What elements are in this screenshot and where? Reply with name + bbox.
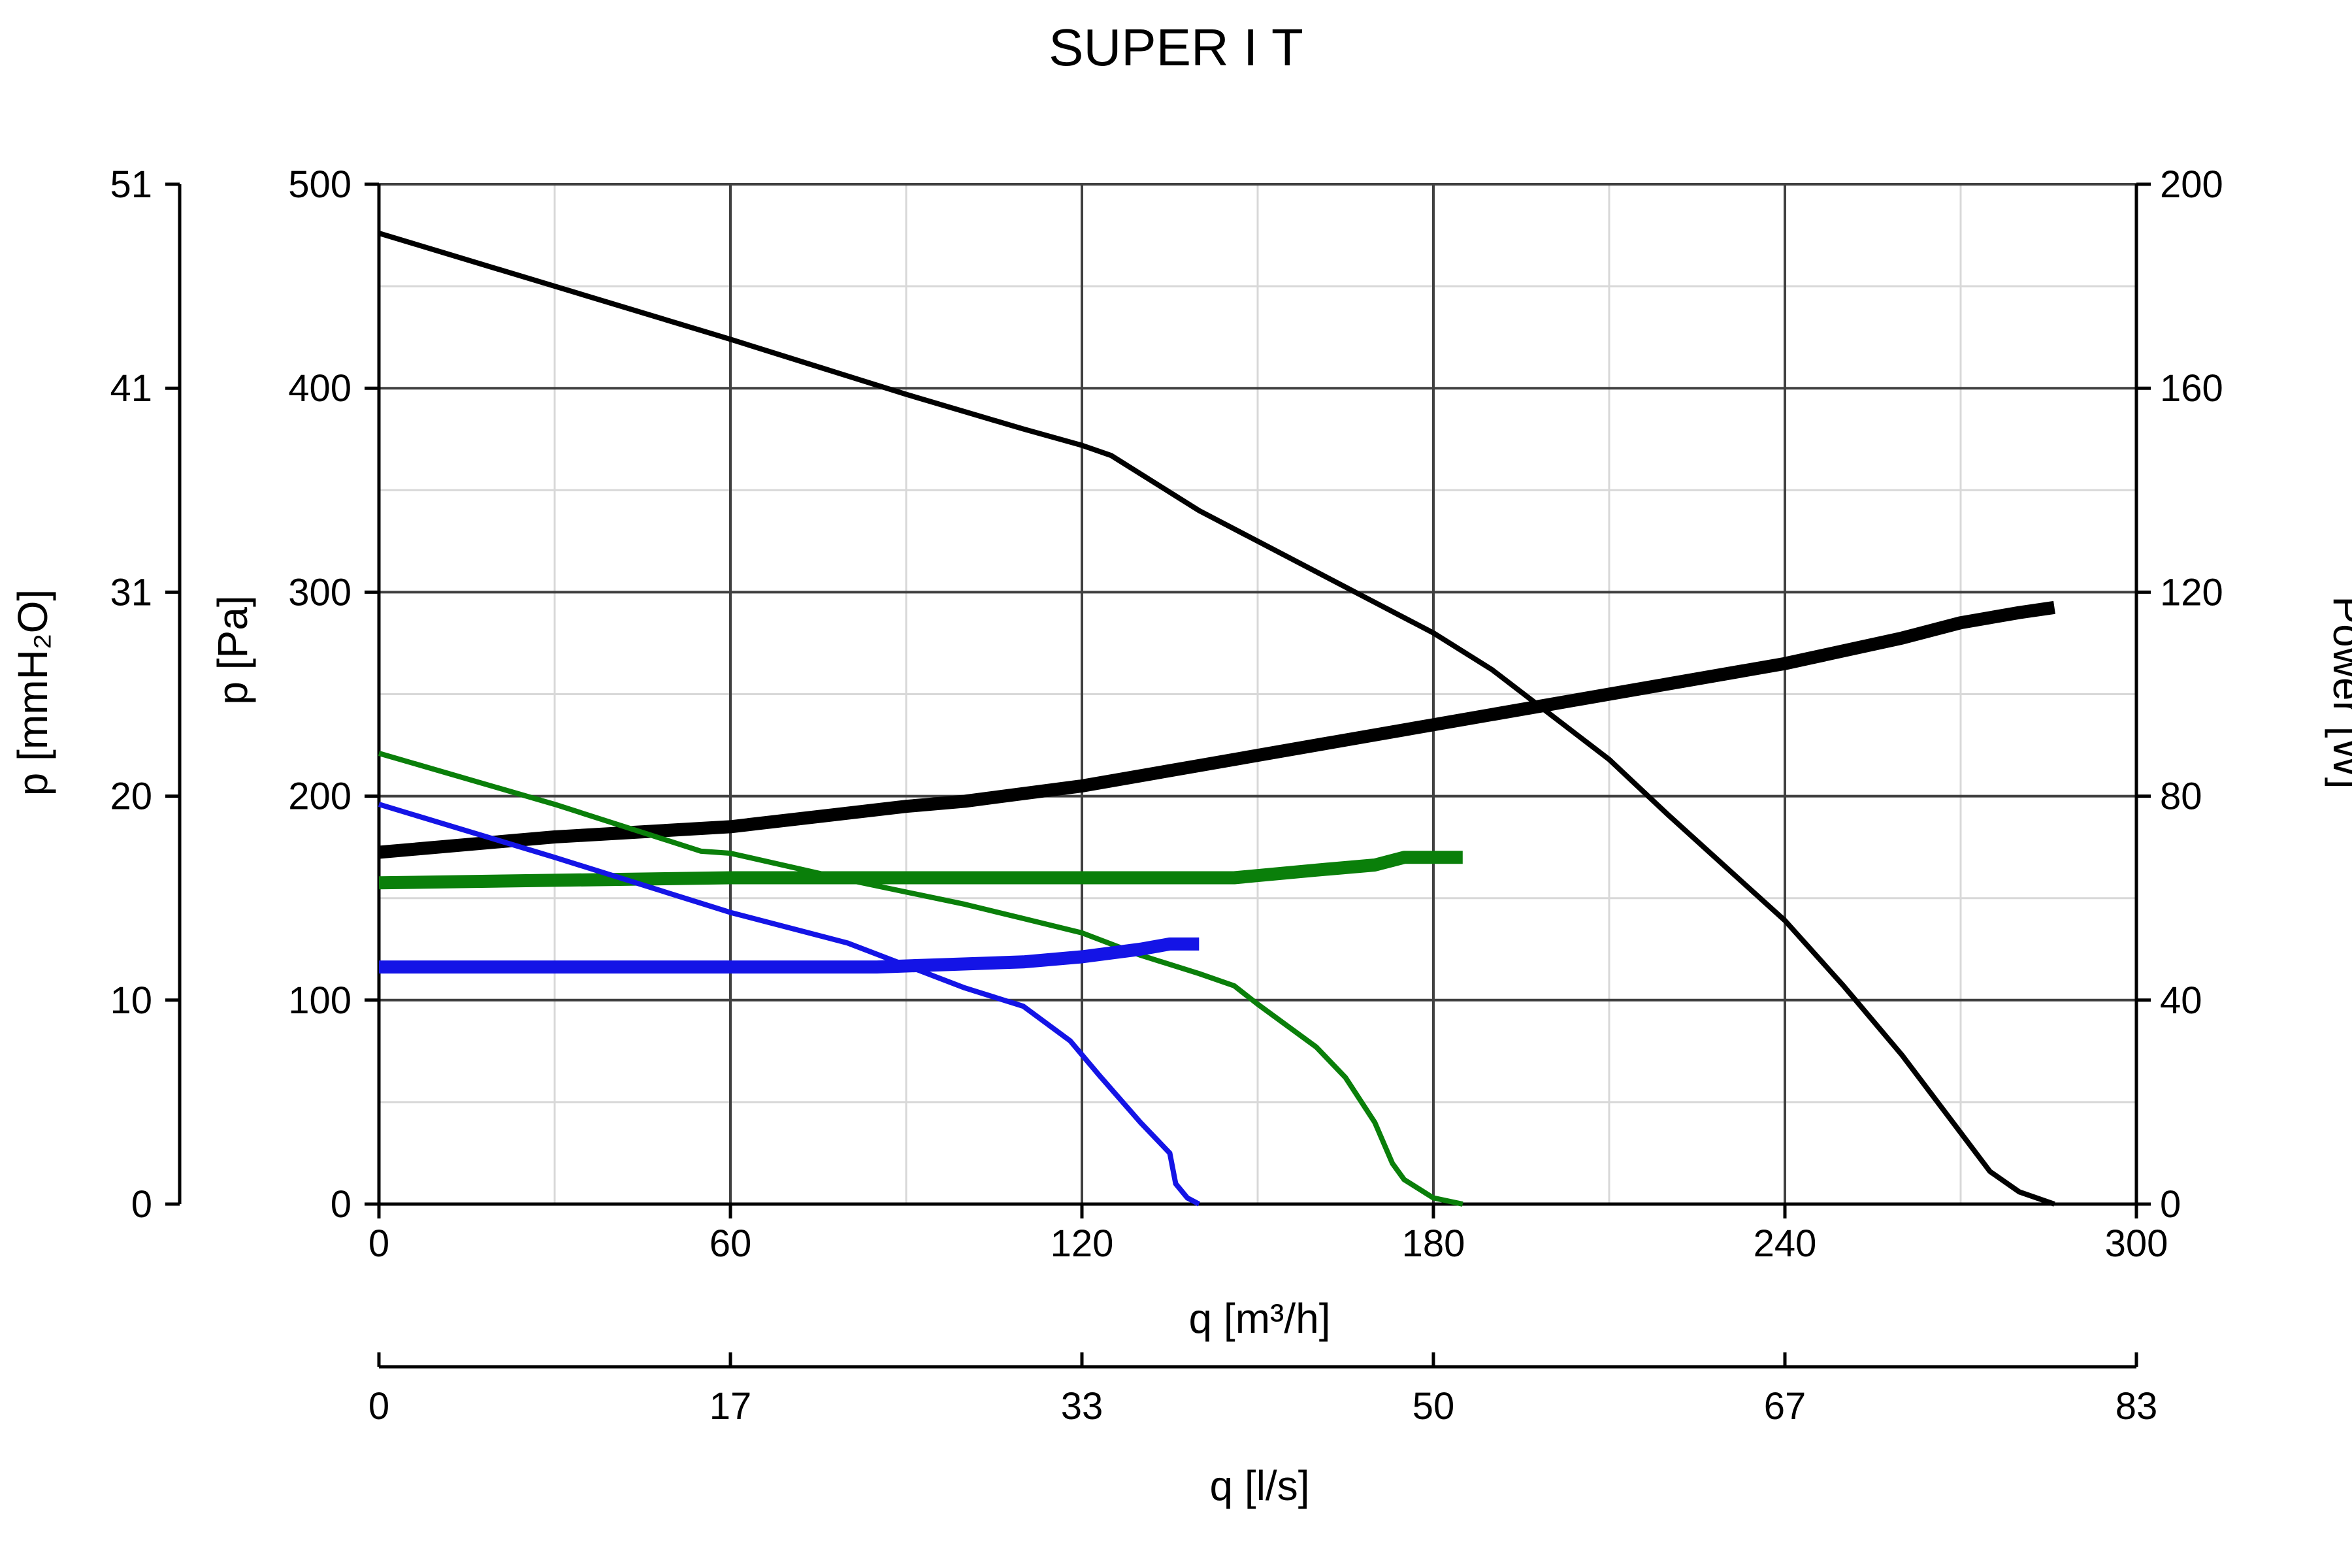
x-tick-label: 0: [368, 1222, 389, 1265]
series-5-power-curve: [379, 937, 1200, 974]
x2-tick-label: 67: [1764, 1385, 1806, 1428]
y2-tick-label: 31: [110, 571, 152, 613]
chart-title: SUPER I T: [1049, 18, 1303, 76]
x-tick-label: 240: [1754, 1222, 1817, 1265]
y-tick-label: 500: [288, 163, 351, 206]
power-tick-label: 120: [2160, 571, 2223, 613]
x2-tick-label: 0: [368, 1385, 389, 1428]
series-0-pressure-curve: [378, 231, 2055, 1207]
x2-tick-label: 83: [2115, 1385, 2158, 1428]
x-tick-label: 120: [1051, 1222, 1114, 1265]
y-axis-title: p [Pa]: [209, 595, 256, 704]
power-axis-title: Power [W]: [2325, 596, 2352, 789]
y-tick-label: 0: [331, 1183, 351, 1226]
x2-tick-label: 17: [710, 1385, 752, 1428]
x-tick-label: 180: [1402, 1222, 1465, 1265]
power-tick-label: 200: [2160, 163, 2223, 206]
y-tick-label: 100: [288, 979, 351, 1022]
power-tick-label: 40: [2160, 979, 2202, 1022]
x2-tick-label: 33: [1061, 1385, 1103, 1428]
x-axis-title: q [m³/h]: [1189, 1295, 1331, 1342]
y2-tick-label: 41: [110, 367, 152, 410]
axes: [165, 182, 2151, 1369]
series-2-pressure-curve: [378, 751, 1463, 1207]
x-tick-label: 300: [2105, 1222, 2168, 1265]
minor-grid: [379, 184, 2136, 1204]
y2-tick-label: 10: [110, 979, 152, 1022]
series-1-power-curve: [378, 600, 2055, 859]
y-tick-label: 200: [288, 776, 351, 818]
y-tick-label: 400: [288, 367, 351, 410]
series-4-pressure-curve: [378, 802, 1201, 1207]
power-tick-label: 160: [2160, 367, 2223, 410]
y2-tick-label: 0: [131, 1183, 152, 1226]
series-3-power-curve: [378, 851, 1463, 890]
y2-axis-title: p [mmH₂O]: [9, 589, 56, 796]
x2-axis-title: q [l/s]: [1210, 1462, 1310, 1509]
x2-tick-label: 50: [1413, 1385, 1455, 1428]
x-tick-label: 60: [710, 1222, 752, 1265]
power-tick-label: 0: [2160, 1183, 2181, 1226]
y2-tick-label: 51: [110, 163, 152, 206]
y2-tick-label: 20: [110, 776, 152, 818]
series-layer: [378, 231, 2055, 1207]
y-tick-label: 300: [288, 571, 351, 613]
power-tick-label: 80: [2160, 776, 2202, 818]
